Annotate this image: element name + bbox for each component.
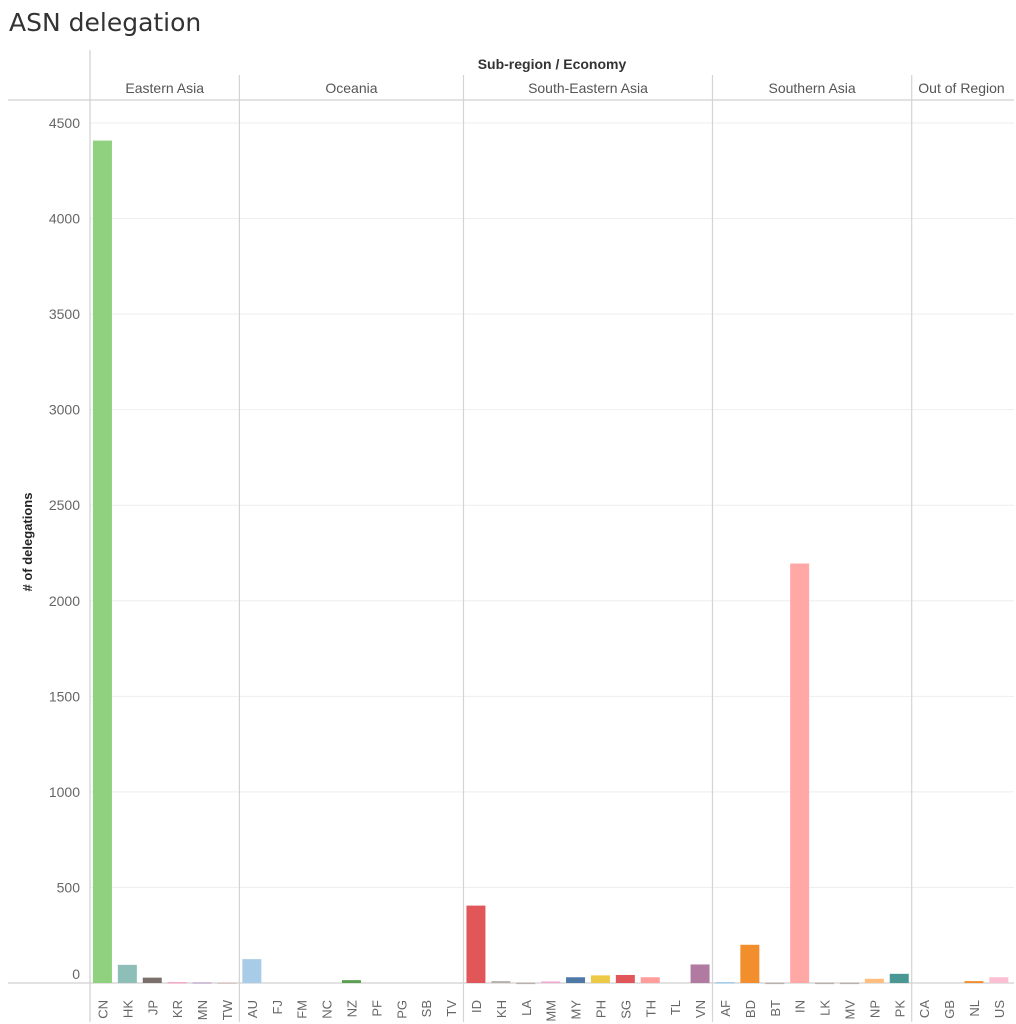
y-tick-label: 3000	[49, 402, 80, 418]
category-label: BD	[743, 1000, 758, 1018]
bar-la	[516, 982, 536, 985]
category-label: CN	[95, 1000, 110, 1019]
bar-id	[466, 905, 486, 983]
y-tick-label: 4500	[49, 115, 80, 131]
column-header: Sub-region / Economy	[478, 56, 627, 72]
region-label: Eastern Asia	[125, 80, 204, 96]
bar-sg	[615, 974, 635, 983]
category-label: CA	[917, 1000, 932, 1018]
category-label: LK	[818, 1000, 833, 1016]
bar-cn	[92, 140, 112, 984]
category-label: VN	[693, 1000, 708, 1018]
chart-frame	[8, 50, 1014, 1022]
bar-vn	[690, 964, 710, 983]
category-label: AF	[718, 1000, 733, 1017]
y-tick-label: 0	[72, 966, 80, 982]
category-label: MY	[569, 1000, 584, 1020]
region-label: Southern Asia	[769, 80, 856, 96]
category-label: NP	[867, 1000, 882, 1018]
bar-nz	[341, 980, 361, 983]
category-label: ID	[469, 1000, 484, 1013]
region-label: Out of Region	[918, 80, 1004, 96]
y-tick-label: 2000	[49, 593, 80, 609]
category-labels: CN HK JP KR MN TW AU FJ FM NC NZ PF PG SB TV ID KH LA MM MY…	[95, 999, 1006, 1021]
y-axis-ticks: 0 500 1000 1500 2000 2500 3000 3500 4000 4500	[49, 115, 80, 982]
category-label: NC	[320, 1000, 335, 1019]
bar-ph	[590, 975, 610, 983]
category-label: SG	[618, 1000, 633, 1019]
bar-au	[242, 959, 262, 983]
bar-af	[715, 982, 735, 984]
chart-title: ASN delegation	[9, 8, 202, 37]
y-tick-label: 1000	[49, 784, 80, 800]
bar-mn	[192, 982, 212, 984]
category-label: PG	[394, 1000, 409, 1019]
bars	[92, 140, 1009, 985]
category-label: US	[992, 1000, 1007, 1018]
bar-pk	[889, 973, 909, 983]
bar-in	[790, 563, 810, 983]
category-label: PF	[369, 1000, 384, 1017]
category-label: TH	[643, 1000, 658, 1017]
category-label: FJ	[270, 1000, 285, 1014]
category-label: IN	[793, 1000, 808, 1013]
category-label: NZ	[344, 1000, 359, 1017]
bar-mm	[541, 981, 561, 983]
category-label: PK	[892, 1000, 907, 1018]
category-label: MM	[544, 1000, 559, 1022]
category-label: SB	[419, 1000, 434, 1017]
region-label: South-Eastern Asia	[528, 80, 648, 96]
category-label: KH	[494, 1000, 509, 1018]
bar-jp	[142, 977, 162, 983]
y-tick-label: 500	[57, 879, 81, 895]
category-label: NL	[967, 1000, 982, 1017]
bar-bd	[740, 944, 760, 983]
category-label: AU	[245, 1000, 260, 1018]
bar-kr	[167, 982, 187, 984]
category-label: TV	[444, 1000, 459, 1017]
y-tick-label: 3500	[49, 306, 80, 322]
region-label: Oceania	[325, 80, 377, 96]
bar-my	[566, 977, 586, 983]
bar-mv	[839, 982, 859, 985]
category-label: BT	[768, 1000, 783, 1017]
y-tick-label: 4000	[49, 211, 80, 227]
region-headers: Eastern Asia Oceania South-Eastern Asia Sou…	[125, 80, 1004, 96]
category-label: PH	[593, 1000, 608, 1018]
bar-tw	[217, 982, 237, 984]
category-label: LA	[519, 1000, 534, 1016]
category-label: TW	[220, 999, 235, 1020]
category-label: HK	[120, 1000, 135, 1018]
bar-np	[864, 978, 884, 983]
bar-th	[640, 977, 660, 983]
category-label: FM	[295, 1000, 310, 1019]
y-tick-label: 1500	[49, 688, 80, 704]
category-label: MN	[195, 1000, 210, 1020]
category-label: JP	[145, 1000, 160, 1015]
bar-kh	[491, 981, 511, 983]
y-axis-label: # of delegations	[20, 493, 35, 592]
bar-nl	[964, 981, 984, 983]
bar-hk	[117, 964, 137, 983]
gridlines	[90, 122, 1014, 888]
category-label: GB	[942, 1000, 957, 1019]
y-tick-label: 2500	[49, 497, 80, 513]
category-label: KR	[170, 1000, 185, 1018]
bar-lk	[815, 982, 835, 985]
bar-bt	[765, 982, 785, 985]
bar-us	[989, 977, 1009, 983]
category-label: MV	[842, 1000, 857, 1020]
category-label: TL	[668, 1000, 683, 1015]
